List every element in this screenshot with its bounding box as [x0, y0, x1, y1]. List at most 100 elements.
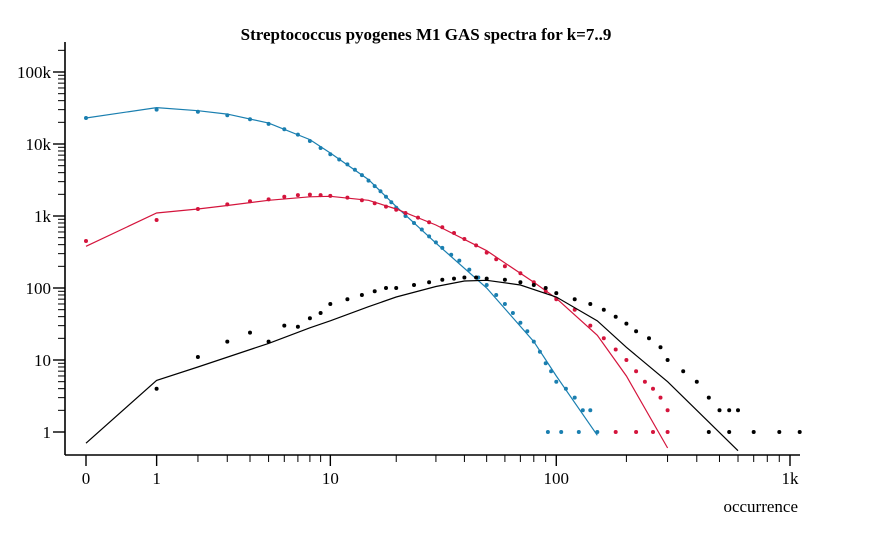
plot-area	[84, 106, 802, 452]
data-point	[613, 430, 618, 434]
data-point	[706, 430, 711, 434]
data-point	[307, 316, 312, 321]
data-point	[494, 293, 499, 297]
data-point	[467, 267, 472, 272]
data-point	[154, 107, 159, 112]
data-point	[195, 355, 200, 359]
data-point	[727, 408, 732, 413]
y-tick-label: 1k	[34, 207, 52, 226]
data-point	[352, 167, 357, 172]
data-point	[531, 283, 536, 287]
data-point	[440, 225, 445, 230]
data-point	[372, 201, 377, 206]
data-point	[394, 286, 399, 290]
data-point	[601, 307, 606, 312]
data-point	[727, 430, 732, 434]
data-point	[658, 345, 663, 350]
data-point	[588, 302, 593, 306]
axes: 1 10 100 1k 10k 100k 0 1 10 100 1k	[17, 42, 800, 488]
data-point	[449, 252, 454, 257]
data-point	[563, 386, 568, 391]
data-point	[518, 271, 523, 276]
x-axis-label: occurrence	[723, 497, 798, 516]
data-point	[359, 198, 364, 203]
data-point	[736, 408, 740, 413]
data-point	[474, 243, 479, 248]
data-point	[576, 430, 581, 434]
data-point	[543, 361, 548, 366]
x-tick-label: 1	[152, 469, 161, 488]
data-point	[651, 430, 655, 434]
data-point	[554, 291, 559, 296]
data-point	[588, 323, 593, 328]
data-point	[474, 275, 479, 280]
data-point	[681, 369, 686, 374]
data-point	[797, 430, 802, 434]
data-point	[717, 408, 722, 413]
data-point	[634, 430, 639, 434]
chart-title: Streptococcus pyogenes M1 GAS spectra fo…	[241, 25, 612, 44]
data-point	[295, 324, 300, 329]
data-point	[502, 264, 507, 269]
data-point	[484, 283, 489, 287]
data-point	[154, 218, 159, 222]
data-point	[440, 245, 445, 250]
data-point	[665, 430, 670, 434]
data-point	[318, 193, 323, 198]
y-tick-label: 10k	[26, 135, 52, 154]
data-point	[345, 297, 350, 302]
data-point	[665, 408, 670, 413]
data-point	[634, 329, 639, 334]
series-1	[84, 106, 600, 436]
data-point	[601, 336, 606, 341]
data-point	[266, 121, 271, 126]
data-point	[624, 358, 629, 362]
data-point	[572, 395, 577, 400]
data-point	[318, 146, 323, 150]
y-tick-label: 100k	[17, 63, 52, 82]
data-point	[427, 220, 432, 225]
series-fit-line	[85, 195, 669, 449]
data-point	[537, 349, 542, 354]
data-point	[613, 314, 618, 319]
data-point	[248, 117, 252, 122]
data-point	[457, 258, 462, 263]
data-point	[372, 184, 377, 189]
data-point	[84, 116, 88, 120]
data-point	[248, 199, 252, 204]
data-point	[307, 139, 312, 143]
data-point	[412, 221, 416, 225]
data-point	[389, 200, 394, 205]
data-point	[282, 323, 287, 328]
data-point	[154, 386, 159, 391]
data-point	[572, 297, 577, 302]
data-point	[345, 195, 350, 200]
data-point	[307, 192, 312, 197]
data-point	[647, 336, 651, 341]
data-point	[595, 430, 600, 434]
data-point	[543, 289, 548, 294]
data-point	[282, 127, 287, 132]
data-point	[634, 369, 639, 374]
data-point	[195, 207, 200, 211]
data-point	[549, 369, 554, 374]
x-tick-label: 100	[544, 469, 570, 488]
data-point	[494, 257, 499, 262]
data-point	[359, 293, 364, 297]
data-point	[484, 276, 489, 281]
data-point	[580, 408, 585, 413]
data-point	[225, 202, 230, 207]
data-point	[651, 386, 655, 391]
data-point	[658, 395, 663, 400]
data-point	[403, 214, 408, 218]
data-point	[518, 320, 523, 325]
data-point	[484, 250, 489, 255]
data-point	[706, 395, 711, 400]
data-point	[588, 408, 593, 413]
series-3	[85, 275, 802, 452]
data-point	[384, 194, 388, 199]
x-tick-label: 1k	[782, 469, 800, 488]
data-point	[225, 113, 230, 118]
